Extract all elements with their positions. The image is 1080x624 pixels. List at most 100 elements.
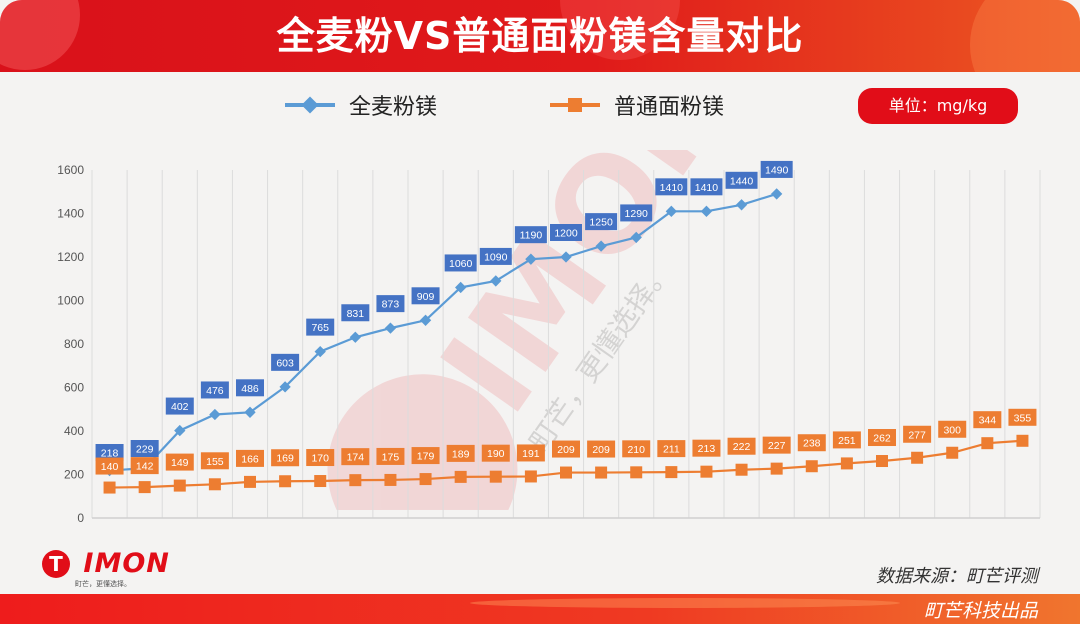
- square-marker-icon: [595, 467, 607, 479]
- square-marker-icon: [630, 466, 642, 478]
- data-source: 数据来源：町芒评测: [876, 562, 1038, 588]
- footer-bar: [0, 594, 1080, 624]
- data-label: 344: [979, 415, 997, 427]
- data-label: 142: [136, 461, 154, 473]
- y-tick-label: 200: [64, 468, 84, 482]
- data-label: 209: [592, 444, 610, 456]
- data-label: 1440: [730, 175, 754, 187]
- data-label: 140: [101, 461, 119, 473]
- y-tick-label: 1000: [57, 294, 84, 308]
- diamond-marker-icon: [560, 251, 571, 262]
- data-label: 209: [557, 444, 575, 456]
- data-label: 170: [311, 453, 329, 465]
- square-marker-icon: [736, 464, 748, 476]
- data-label: 190: [487, 448, 505, 460]
- square-marker-icon: [1016, 435, 1028, 447]
- data-label: 486: [241, 383, 259, 395]
- square-marker-icon: [771, 463, 783, 475]
- square-marker-icon: [104, 482, 116, 494]
- data-label: 355: [1014, 412, 1032, 424]
- data-label: 603: [276, 357, 294, 369]
- data-label: 191: [522, 448, 540, 460]
- data-label: 1290: [625, 208, 649, 220]
- producer-credit: 町芒科技出品: [924, 596, 1038, 623]
- diamond-marker-icon: [385, 322, 396, 333]
- square-marker-icon: [841, 457, 853, 469]
- diamond-marker-icon: [771, 188, 782, 199]
- data-label: 210: [627, 444, 645, 456]
- data-label: 251: [838, 435, 856, 447]
- data-label: 1250: [589, 217, 613, 229]
- square-marker-icon: [700, 466, 712, 478]
- y-tick-label: 800: [64, 337, 84, 351]
- y-tick-label: 1200: [57, 250, 84, 264]
- data-label: 227: [768, 440, 786, 452]
- square-marker-icon: [560, 467, 572, 479]
- data-label: 238: [803, 438, 821, 450]
- data-label: 211: [663, 444, 680, 456]
- data-label: 765: [311, 322, 329, 334]
- square-marker-icon: [665, 466, 677, 478]
- data-label: 174: [347, 452, 365, 464]
- data-label: 300: [943, 424, 961, 436]
- y-tick-label: 1600: [57, 163, 84, 177]
- decorative-streak: [470, 598, 900, 608]
- square-marker-icon: [384, 474, 396, 486]
- square-marker-icon: [525, 470, 537, 482]
- data-label: 179: [417, 451, 435, 463]
- square-marker-icon: [349, 474, 361, 486]
- data-label: 155: [206, 456, 224, 468]
- diamond-marker-icon: [490, 275, 501, 286]
- logo-slogan: 町芒，更懂选择。: [75, 579, 131, 589]
- y-tick-label: 0: [77, 511, 84, 525]
- y-tick-label: 1400: [57, 207, 84, 221]
- diamond-marker-icon: [350, 332, 361, 343]
- diamond-marker-icon: [736, 199, 747, 210]
- data-label: 222: [733, 441, 751, 453]
- data-label: 1190: [520, 230, 543, 242]
- data-label: 1410: [695, 182, 719, 194]
- square-marker-icon: [420, 473, 432, 485]
- square-marker-icon: [279, 475, 291, 487]
- data-label: 476: [206, 385, 224, 397]
- square-marker-icon: [946, 447, 958, 459]
- y-tick-label: 600: [64, 381, 84, 395]
- diamond-marker-icon: [595, 240, 606, 251]
- data-label: 1060: [449, 258, 473, 270]
- square-marker-icon: [139, 481, 151, 493]
- data-label: 213: [698, 443, 716, 455]
- square-marker-icon: [314, 475, 326, 487]
- data-label: 1200: [554, 228, 578, 240]
- data-label: 831: [347, 308, 365, 320]
- data-label: 189: [452, 448, 470, 460]
- data-label: 149: [171, 457, 189, 469]
- data-label: 175: [382, 451, 400, 463]
- line-chart: 0200400600800100012001400160021822940247…: [0, 0, 1080, 560]
- square-marker-icon: [981, 437, 993, 449]
- diamond-marker-icon: [209, 409, 220, 420]
- logo-wordmark: TTIMONIMON: [64, 548, 170, 579]
- data-label: 909: [417, 291, 435, 303]
- square-marker-icon: [490, 471, 502, 483]
- data-label: 166: [241, 453, 259, 465]
- data-label: 1490: [765, 164, 789, 176]
- data-label: 1090: [484, 251, 508, 263]
- timon-logo: T TTIMONIMON 町芒，更懂选择。: [42, 548, 172, 592]
- data-label: 229: [136, 444, 154, 456]
- square-marker-icon: [174, 480, 186, 492]
- y-tick-label: 400: [64, 424, 84, 438]
- diamond-marker-icon: [701, 206, 712, 217]
- square-marker-icon: [911, 452, 923, 464]
- data-label: 262: [873, 433, 891, 445]
- data-label: 1410: [660, 182, 684, 194]
- square-marker-icon: [455, 471, 467, 483]
- square-marker-icon: [876, 455, 888, 467]
- square-marker-icon: [806, 460, 818, 472]
- data-label: 169: [276, 453, 294, 465]
- data-label: 402: [171, 401, 189, 413]
- square-marker-icon: [209, 478, 221, 490]
- diamond-marker-icon: [525, 254, 536, 265]
- data-label: 873: [382, 299, 400, 311]
- square-marker-icon: [244, 476, 256, 488]
- data-label: 277: [908, 429, 926, 441]
